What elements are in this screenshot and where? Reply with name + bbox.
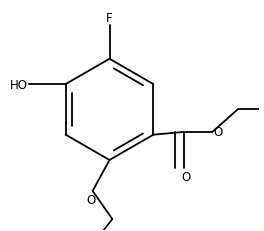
Text: F: F bbox=[106, 12, 113, 25]
Text: O: O bbox=[214, 126, 223, 139]
Text: HO: HO bbox=[10, 78, 28, 91]
Text: O: O bbox=[181, 170, 190, 183]
Text: O: O bbox=[87, 193, 96, 206]
